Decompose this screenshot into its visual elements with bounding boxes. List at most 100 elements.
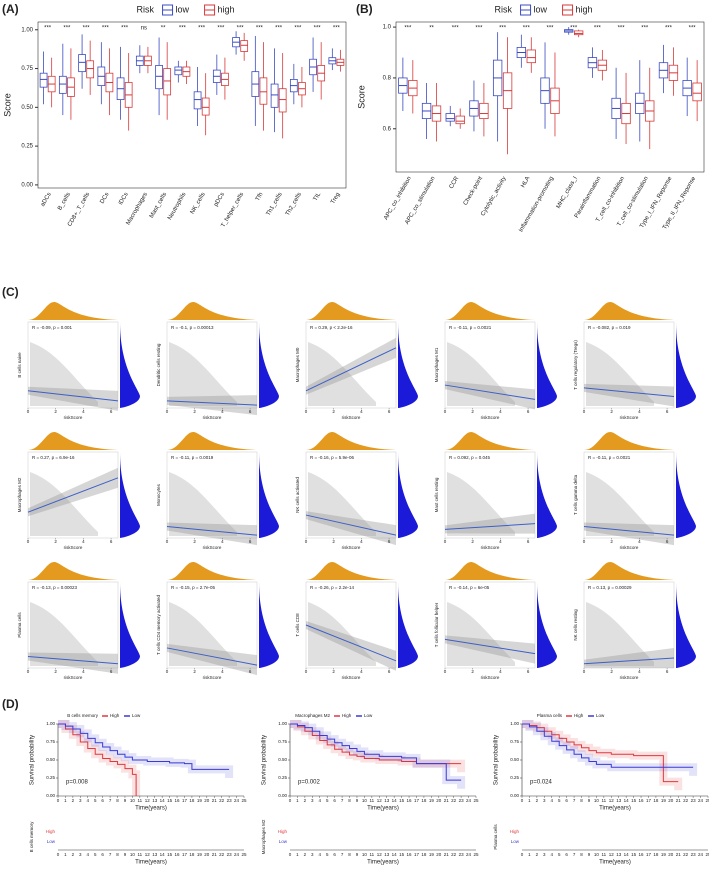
x-tick-label: 2 [193,539,196,544]
risk-x-tick-label: 11 [370,852,375,857]
significance: *** [689,26,697,32]
significance: ** [161,26,166,32]
x-tick-label: 4 [360,669,363,674]
x-tick-label: 2 [471,669,474,674]
y-axis-label: B cells naive [17,352,22,378]
risk-x-tick-label: 10 [130,852,136,857]
y-axis-label: Monocytes [156,483,161,506]
risk-x-tick-label: 9 [356,852,359,857]
box [201,97,210,116]
y-tick-label: 1.00 [46,721,55,726]
x-tick-label: 2 [610,409,613,414]
x-tick-label: TIL [313,191,323,202]
p-value: p=0.024 [530,780,553,786]
x-axis-label: riskScore [620,415,639,420]
significance: *** [83,26,91,32]
y-axis-label: Macrophages M0 [295,347,300,382]
x-tick-label: 2 [610,539,613,544]
scatter-frame [583,581,675,669]
risk-x-tick-label: 19 [197,852,203,857]
x-tick-label: 4 [638,409,641,414]
risk-x-tick-label: 6 [565,852,568,857]
x-tick-label: 25 [241,798,247,803]
scatter-frame [27,321,119,409]
risk-x-label: Time(years) [599,860,631,866]
risk-x-tick-label: 11 [602,852,607,857]
legend-title: Risk [495,4,513,14]
significance: *** [217,26,225,32]
x-tick-label: 21 [676,798,682,803]
density-y [120,452,140,538]
risk-x-tick-label: 6 [333,852,336,857]
x-tick-label: DCs [99,192,110,205]
fit-line [444,384,536,400]
density-y [259,452,279,538]
legend-label: high [576,4,593,14]
x-tick-label: 0 [583,409,586,414]
risk-x-tick-label: 8 [580,852,583,857]
risk-x-tick-label: 20 [204,852,210,857]
risk-y-label: B cells memory [29,821,34,853]
risk-x-tick-label: 25 [705,852,709,857]
y-axis-label: T cells regulatory (Tregs) [573,340,578,390]
risk-x-tick-label: 5 [558,852,561,857]
risk-x-tick-label: 25 [473,852,479,857]
legend-label: low [176,4,190,14]
x-tick-label: Parainflammation [574,176,603,219]
fit-line [444,638,536,655]
x-tick-label: 15 [167,798,173,803]
x-tick-label: 8 [348,798,351,803]
fit-line [166,400,258,406]
x-tick-label: 2 [471,539,474,544]
x-axis-label: riskScore [620,545,639,550]
confidence-band [445,513,535,534]
density-y [676,322,696,408]
box [193,91,202,110]
scatter-frame [305,451,397,539]
y-tick-label: 1.00 [510,721,519,726]
confidence-band [584,647,674,668]
y-tick-label: 0.8 [383,76,392,82]
x-axis-label: riskScore [620,675,639,680]
risk-x-tick-label: 14 [392,852,398,857]
legend-label: low [534,4,548,14]
risk-x-tick-label: 3 [543,852,546,857]
x-tick-label: 6 [110,669,113,674]
x-tick-label: 9 [356,798,359,803]
significance: *** [499,26,507,32]
risk-x-tick-label: 0 [521,852,524,857]
density-x [167,432,257,450]
x-tick-label: 12 [609,798,615,803]
risk-x-tick-label: 4 [319,852,322,857]
x-tick-label: 14 [624,798,630,803]
risk-x-tick-label: 24 [466,852,472,857]
x-tick-label: 0 [583,669,586,674]
significance: *** [237,26,245,32]
risk-x-tick-label: 10 [594,852,600,857]
x-tick-label: 6 [565,798,568,803]
x-tick-label: 21 [444,798,450,803]
legend-title: Plasma cells [537,713,563,718]
risk-x-tick-label: 24 [234,852,240,857]
risk-x-label: Time(years) [367,860,399,866]
x-tick-label: B_cells [57,192,72,212]
ci-band [58,720,234,778]
density-y [537,582,557,668]
stat-text: R = -0.1, p = 0.00013 [171,325,214,330]
x-tick-label: 22 [219,798,225,803]
x-tick-label: 4 [221,669,224,674]
y-axis-label: Macrophages M2 [17,477,22,512]
x-tick-label: 16 [639,798,645,803]
risk-x-tick-label: 15 [399,852,405,857]
scatter-frame [444,581,536,669]
x-tick-label: 2 [193,669,196,674]
x-tick-label: Tfh [255,192,265,203]
x-tick-label: 6 [110,409,113,414]
x-axis-label: riskScore [203,545,222,550]
density-y [537,452,557,538]
y-axis-label: Macrophages M1 [434,347,439,382]
x-tick-label: aDCs [40,192,53,208]
x-tick-label: 0 [166,669,169,674]
x-tick-label: 2 [332,539,335,544]
risk-x-tick-label: 5 [94,852,97,857]
